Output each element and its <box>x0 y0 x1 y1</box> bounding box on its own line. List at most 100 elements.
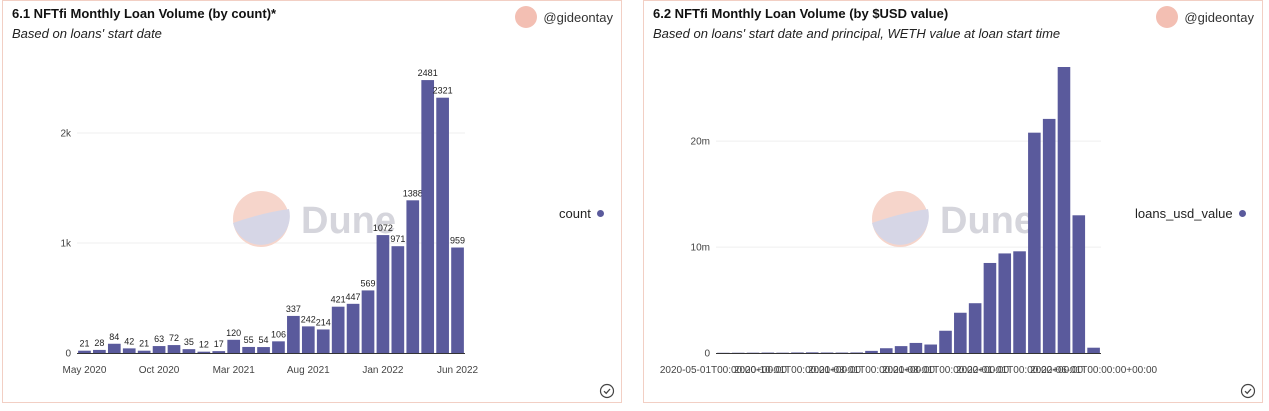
bar <box>850 352 863 353</box>
data-label: 55 <box>244 335 254 345</box>
author-badge[interactable]: @gideontay <box>1156 6 1254 28</box>
check-circle-icon[interactable] <box>1240 383 1256 399</box>
bar <box>731 352 745 354</box>
author-name: @gideontay <box>543 9 613 25</box>
bar <box>287 315 300 353</box>
data-label: 2321 <box>433 86 453 96</box>
bar <box>197 351 211 353</box>
bar <box>301 326 315 353</box>
legend-label: loans_usd_value <box>1135 206 1233 221</box>
bar <box>776 352 789 354</box>
bar <box>406 200 420 353</box>
chart-subtitle: Based on loans' start date and principal… <box>653 26 1061 41</box>
x-tick-label: 2020-05-01T00:00:00+00:00 <box>660 365 787 376</box>
chart-subtitle: Based on loans' start date <box>12 26 162 41</box>
bar <box>983 262 997 353</box>
bar <box>242 346 255 353</box>
y-tick-label: 20m <box>691 137 710 148</box>
data-label: 959 <box>450 236 465 246</box>
bar <box>451 247 464 353</box>
check-circle-icon[interactable] <box>599 383 615 399</box>
x-tick-label: Mar 2021 <box>213 365 256 376</box>
bar <box>137 350 151 353</box>
watermark-text: Dune <box>940 200 1035 242</box>
bar <box>331 306 345 353</box>
bar <box>272 341 285 353</box>
dune-logo-lower <box>872 209 929 245</box>
y-tick-label: 2k <box>60 129 72 140</box>
bar <box>391 246 405 353</box>
x-tick-label: Jun 2022 <box>437 365 479 376</box>
bar <box>761 352 775 354</box>
data-label: 21 <box>139 339 149 349</box>
bar <box>805 352 819 353</box>
author-name: @gideontay <box>1184 9 1254 25</box>
data-label: 569 <box>360 278 375 288</box>
dune-logo-lower <box>233 209 290 245</box>
bar <box>746 352 760 354</box>
x-tick-label: 2021-03-01T00:00:00+00:00 <box>808 365 935 376</box>
data-label: 337 <box>286 304 301 314</box>
x-tick-label: 2022-01-01T00:00:00+00:00 <box>956 365 1083 376</box>
bar <box>182 349 196 353</box>
data-label: 72 <box>169 333 179 343</box>
bar <box>346 303 360 353</box>
usd-value-bar-chart: 0 10m 20m Dune 2020-05-01T00:00:00+00:002020… <box>660 67 1158 376</box>
dune-watermark: Dune <box>872 191 1035 247</box>
bar <box>107 343 121 353</box>
y-tick-label: 10m <box>691 243 710 254</box>
bar <box>93 349 106 353</box>
y-tick-label: 1k <box>60 239 72 250</box>
data-label: 84 <box>109 332 119 342</box>
data-label: 42 <box>124 336 134 346</box>
bar <box>212 351 226 353</box>
data-label: 1388 <box>403 188 423 198</box>
bar <box>865 350 878 353</box>
data-label: 971 <box>390 234 405 244</box>
legend-dot <box>1238 210 1246 217</box>
bar <box>152 346 166 353</box>
legend[interactable]: loans_usd_value <box>1135 206 1246 221</box>
bar <box>227 339 241 353</box>
bar <box>78 350 91 353</box>
data-label: 106 <box>271 329 286 339</box>
bar <box>361 290 375 353</box>
x-tick-label: 2021-08-01T00:00:00+00:00 <box>882 365 1009 376</box>
author-badge[interactable]: @gideontay <box>515 6 613 28</box>
x-tick-label: 2020-10-01T00:00:00+00:00 <box>734 365 861 376</box>
y-tick-label: 0 <box>65 349 71 360</box>
bar <box>1057 67 1071 353</box>
bar <box>909 342 923 353</box>
bar <box>122 348 136 353</box>
bar <box>421 80 435 353</box>
data-label: 35 <box>184 337 194 347</box>
watermark-text: Dune <box>301 200 396 242</box>
bar <box>1072 215 1086 353</box>
avatar <box>1156 6 1179 28</box>
bar <box>316 329 330 353</box>
bar <box>879 348 893 353</box>
bar <box>924 344 938 353</box>
data-label: 2481 <box>418 68 438 78</box>
bar <box>1028 132 1041 353</box>
data-label: 12 <box>199 340 209 350</box>
bar <box>954 312 967 353</box>
bar <box>835 352 849 354</box>
bar <box>167 345 181 353</box>
bar <box>791 352 804 353</box>
legend-dot <box>596 210 604 217</box>
y-tick-label: 0 <box>704 349 710 360</box>
chart-title: 6.1 NFTfi Monthly Loan Volume (by count)… <box>12 6 277 21</box>
bar <box>820 352 834 354</box>
bar <box>1087 347 1100 353</box>
dune-watermark: Dune <box>233 191 396 247</box>
bar <box>1013 251 1026 353</box>
bar <box>968 303 982 353</box>
x-tick-label: May 2020 <box>63 365 107 376</box>
data-label: 63 <box>154 334 164 344</box>
bar <box>939 330 952 353</box>
bar <box>998 253 1012 353</box>
bar <box>376 235 390 353</box>
legend[interactable]: count <box>559 206 604 221</box>
